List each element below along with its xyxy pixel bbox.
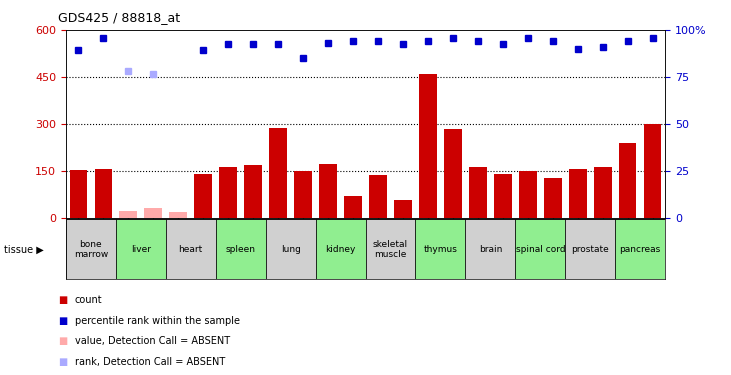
Text: tissue ▶: tissue ▶ [4,244,43,254]
Bar [565,219,616,279]
Bar [594,167,612,218]
Bar [219,167,237,218]
Text: ■: ■ [58,357,68,367]
Text: pancreas: pancreas [620,245,661,254]
Bar [166,219,216,279]
Text: rank, Detection Call = ABSENT: rank, Detection Call = ABSENT [75,357,225,367]
Text: liver: liver [131,245,151,254]
Text: spleen: spleen [226,245,256,254]
Bar [394,200,412,217]
Bar [145,208,162,218]
Text: lung: lung [281,245,300,254]
Bar [515,219,565,279]
Text: ■: ■ [58,336,68,346]
Bar [619,142,637,218]
Bar [444,129,462,218]
Text: GDS425 / 88818_at: GDS425 / 88818_at [58,11,181,24]
Bar [494,174,512,217]
Text: count: count [75,295,102,305]
Bar [69,170,87,217]
Bar [269,128,287,218]
Text: value, Detection Call = ABSENT: value, Detection Call = ABSENT [75,336,230,346]
Bar [119,211,137,217]
Bar [244,165,262,218]
Text: ■: ■ [58,295,68,305]
Text: ■: ■ [58,316,68,326]
Bar [616,219,665,279]
Bar [366,219,415,279]
Bar [295,171,312,217]
Bar [369,176,387,217]
Bar [469,167,487,218]
Text: thymus: thymus [423,245,458,254]
Bar [94,169,112,217]
Text: heart: heart [178,245,202,254]
Bar [265,219,316,279]
Bar [316,219,366,279]
Text: bone
marrow: bone marrow [74,240,108,259]
Text: brain: brain [479,245,502,254]
Text: percentile rank within the sample: percentile rank within the sample [75,316,240,326]
Bar [344,196,362,217]
Bar [216,219,265,279]
Bar [466,219,515,279]
Bar [194,174,212,217]
Text: spinal cord: spinal cord [515,245,565,254]
Bar [66,219,115,279]
Bar [319,164,337,218]
Bar [569,169,586,217]
Bar [419,74,436,217]
Bar [115,219,166,279]
Bar [415,219,466,279]
Bar [519,171,537,217]
Bar [170,212,187,217]
Text: kidney: kidney [325,245,356,254]
Text: skeletal
muscle: skeletal muscle [373,240,408,259]
Bar [544,178,561,218]
Bar [644,124,662,218]
Text: prostate: prostate [572,245,609,254]
